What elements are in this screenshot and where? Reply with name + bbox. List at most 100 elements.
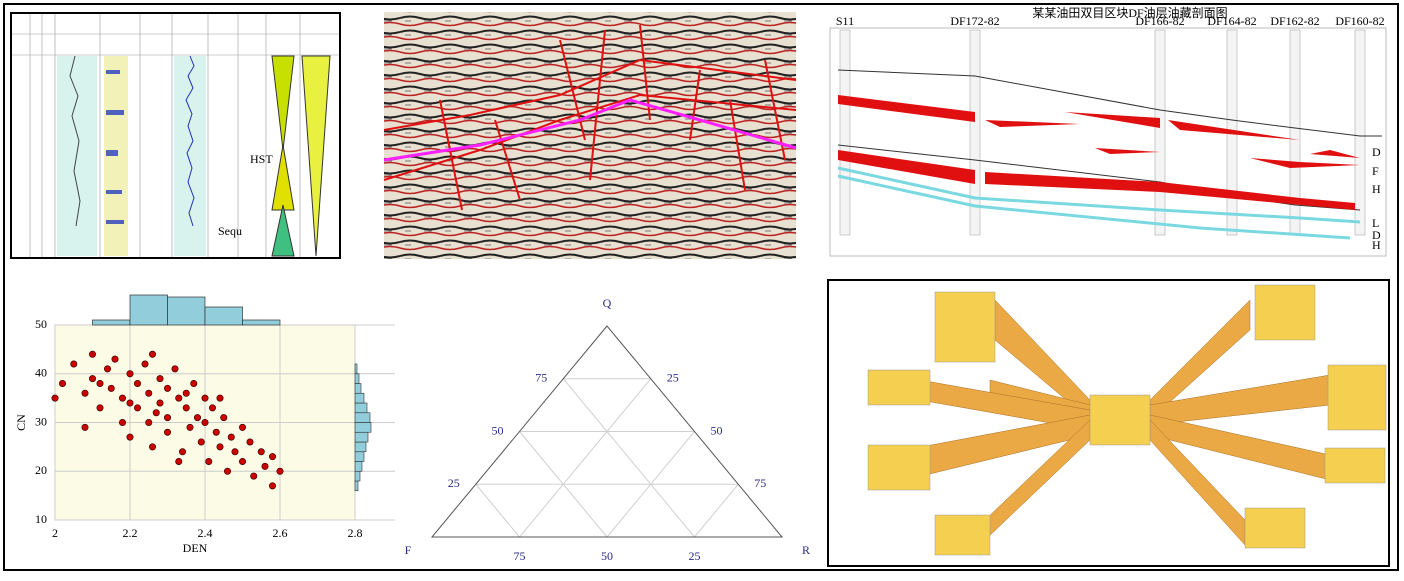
point	[171, 365, 179, 373]
well-name: DF172-82	[950, 14, 999, 28]
histogram-bar	[354, 383, 362, 394]
histogram-bar	[354, 373, 360, 384]
point	[182, 404, 190, 412]
histogram-bar	[354, 402, 368, 414]
point	[164, 428, 172, 436]
histogram-bar	[354, 461, 363, 472]
well-name: DF164-82	[1207, 14, 1256, 28]
point	[152, 409, 160, 417]
histogram-bar	[167, 296, 206, 326]
point	[224, 467, 232, 475]
zone-label: D	[1372, 145, 1381, 159]
point	[220, 414, 228, 422]
corner-label: Q	[603, 296, 612, 310]
log-label: HST	[250, 152, 273, 166]
point	[126, 433, 134, 441]
point	[246, 438, 254, 446]
point	[257, 448, 265, 456]
point	[190, 379, 198, 387]
well-name: DF160-82	[1335, 14, 1384, 28]
histogram-bar	[204, 306, 243, 326]
point	[119, 394, 127, 402]
ternary-chart: 25 50 75 25 50 75 25 50 75 Q F R	[405, 296, 810, 563]
x-tick-label: 2	[52, 526, 58, 540]
point	[58, 379, 66, 387]
histogram-bar	[354, 431, 369, 443]
histogram-bar	[354, 441, 367, 453]
point	[250, 472, 258, 480]
tick-label: 75	[754, 476, 766, 490]
point	[175, 394, 183, 402]
tick-label: 25	[667, 371, 679, 385]
point	[186, 423, 194, 431]
point	[239, 457, 247, 465]
grid-line	[562, 378, 695, 538]
tick-label: 50	[492, 423, 504, 437]
histogram-bar	[354, 412, 371, 423]
x-tick-label: 2.6	[273, 526, 288, 540]
point	[145, 389, 153, 397]
tick-label: 75	[535, 371, 547, 385]
tick-label: 50	[601, 549, 613, 563]
grid-line	[694, 483, 739, 538]
zone-label: H	[1372, 238, 1381, 252]
histogram-bar	[354, 480, 359, 492]
well-log: HST Sequ	[10, 12, 341, 259]
point	[104, 365, 112, 373]
point	[201, 418, 209, 426]
y-tick-label: 30	[35, 414, 47, 428]
point	[156, 375, 164, 383]
point	[81, 423, 89, 431]
y-tick-label: 40	[35, 366, 47, 380]
point	[179, 448, 187, 456]
tick-label: 25	[689, 549, 701, 563]
tick-label: 75	[514, 549, 526, 563]
grid-line	[475, 483, 520, 538]
point	[164, 414, 172, 422]
zone-label: D	[1372, 228, 1381, 242]
zone-label: L	[1372, 216, 1379, 230]
histogram-bar	[354, 422, 372, 433]
point	[126, 370, 134, 378]
tick-label: 25	[448, 476, 460, 490]
point	[261, 462, 269, 470]
tick-label: 50	[711, 423, 723, 437]
grid-line	[519, 431, 608, 538]
point	[149, 350, 157, 358]
section-title: 某某油田双目区块DF油层油藏剖面图	[1032, 6, 1227, 20]
point	[175, 457, 183, 465]
point	[145, 418, 153, 426]
point	[209, 404, 217, 412]
point	[164, 384, 172, 392]
seismic-section	[383, 12, 797, 259]
well-name: DF166-82	[1135, 14, 1184, 28]
corner-label: F	[405, 543, 412, 557]
point	[70, 360, 78, 368]
point	[201, 394, 209, 402]
x-tick-label: 2.4	[198, 526, 213, 540]
well-name: DF162-82	[1270, 14, 1319, 28]
y-tick-label: 50	[35, 317, 47, 331]
point	[81, 389, 89, 397]
point	[149, 443, 157, 451]
point	[141, 360, 149, 368]
point	[197, 438, 205, 446]
point	[182, 389, 190, 397]
y-tick-label: 10	[35, 512, 47, 526]
point	[216, 394, 224, 402]
histogram-bar	[92, 319, 131, 326]
point	[51, 394, 59, 402]
point	[231, 448, 239, 456]
zone-label: F	[1372, 164, 1379, 178]
x-tick-label: 2.8	[348, 526, 363, 540]
y-axis-label: CN	[14, 414, 28, 431]
histogram-bar	[242, 319, 281, 326]
point	[205, 457, 213, 465]
point	[212, 428, 220, 436]
scatter-chart: 2 2.2 2.4 2.6 2.8 10 20 30 40 50 DEN CN	[14, 294, 395, 555]
point	[96, 404, 104, 412]
x-tick-label: 2.2	[123, 526, 138, 540]
histogram-bar	[354, 363, 358, 375]
histogram-bar	[354, 392, 365, 404]
